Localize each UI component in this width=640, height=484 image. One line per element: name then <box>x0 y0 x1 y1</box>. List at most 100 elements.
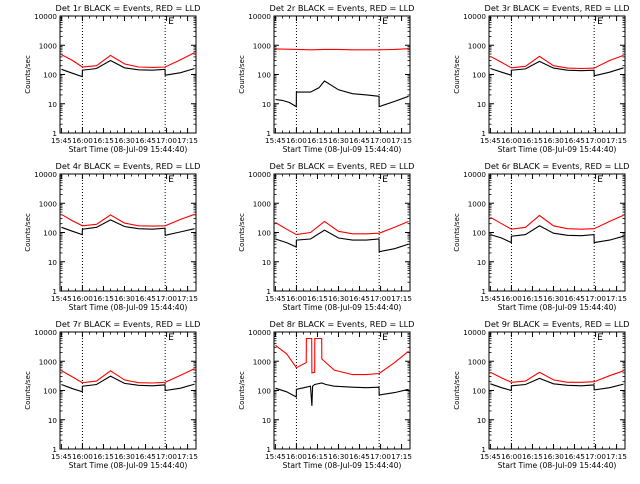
x-tick-label: 17:15 <box>391 136 412 145</box>
chart-panel: Det 5r BLACK = Events, RED = LLD 1 10 100 10… <box>238 161 414 312</box>
y-tick-label: 10 <box>48 100 58 109</box>
annotation-label: E <box>382 175 388 185</box>
chart-panel: Det 2r BLACK = Events, RED = LLD 1 10 100 10… <box>238 3 414 154</box>
events-series-line <box>490 225 624 244</box>
y-tick-label: 1000 <box>253 199 272 208</box>
y-tick-label: 10000 <box>34 328 57 337</box>
x-tick-label: 15:45 <box>51 452 72 461</box>
x-tick-label: 16:45 <box>135 452 156 461</box>
lld-series-line <box>61 368 195 384</box>
plot-frame <box>488 173 626 292</box>
y-tick-label: 10 <box>48 258 58 267</box>
x-tick-label: 16:45 <box>135 136 156 145</box>
y-tick-label: 1 <box>266 445 271 454</box>
x-tick-label: 16:15 <box>93 452 114 461</box>
x-tick-label: 17:00 <box>585 452 606 461</box>
x-tick-label: 16:45 <box>349 452 370 461</box>
x-tick-label: 17:15 <box>391 294 412 303</box>
y-tick-label: 1 <box>481 445 486 454</box>
y-tick-label: 1 <box>266 287 271 296</box>
y-tick-label: 10 <box>262 416 272 425</box>
y-tick-label: 10000 <box>463 328 486 337</box>
annotation-label: E <box>597 333 603 343</box>
x-tick-label: 16:30 <box>328 452 349 461</box>
y-tick-label: 1000 <box>468 41 487 50</box>
y-tick-label: 10 <box>477 100 487 109</box>
x-tick-label: 16:15 <box>307 452 328 461</box>
y-axis-label: Counts/sec <box>238 55 246 94</box>
chart-title: Det 7r BLACK = Events, RED = LLD <box>56 319 201 329</box>
x-tick-label: 16:45 <box>135 294 156 303</box>
chart-title: Det 9r BLACK = Events, RED = LLD <box>485 319 630 329</box>
x-tick-label: 16:00 <box>72 136 93 145</box>
y-tick-label: 1000 <box>253 357 272 366</box>
x-tick-label: 15:45 <box>480 294 501 303</box>
x-tick-label: 17:00 <box>370 452 391 461</box>
lld-series-line <box>490 214 624 230</box>
chart-panel: Det 1r BLACK = Events, RED = LLD 1 10 100 10… <box>24 3 200 154</box>
x-axis-label: Start Time (08-Jul-09 15:44:40) <box>498 461 617 470</box>
x-axis-label: Start Time (08-Jul-09 15:44:40) <box>283 303 402 312</box>
y-axis-label: Counts/sec <box>453 213 461 252</box>
x-tick-label: 17:00 <box>370 294 391 303</box>
lld-series-line <box>275 48 409 51</box>
y-tick-label: 10000 <box>34 12 57 21</box>
chart-title: Det 2r BLACK = Events, RED = LLD <box>270 3 415 13</box>
y-tick-label: 1 <box>52 445 57 454</box>
y-tick-label: 100 <box>43 387 57 396</box>
x-axis-label: Start Time (08-Jul-09 15:44:40) <box>283 145 402 154</box>
y-tick-label: 10 <box>262 100 272 109</box>
x-axis-label: Start Time (08-Jul-09 15:44:40) <box>283 461 402 470</box>
lld-series-line <box>490 54 624 70</box>
y-tick-label: 100 <box>257 229 271 238</box>
y-tick-label: 1000 <box>39 357 58 366</box>
y-tick-label: 10000 <box>248 12 271 21</box>
x-tick-label: 16:30 <box>543 452 564 461</box>
y-tick-label: 1000 <box>253 41 272 50</box>
chart-panel: Det 7r BLACK = Events, RED = LLD 1 10 100 10… <box>24 319 200 470</box>
lld-series-line <box>61 52 195 68</box>
plot-frame <box>273 331 411 450</box>
chart-title: Det 6r BLACK = Events, RED = LLD <box>485 161 630 171</box>
x-axis-label: Start Time (08-Jul-09 15:44:40) <box>69 145 188 154</box>
x-tick-label: 17:15 <box>177 452 198 461</box>
y-tick-label: 1 <box>266 129 271 138</box>
y-tick-label: 1000 <box>39 41 58 50</box>
x-tick-label: 17:00 <box>156 452 177 461</box>
x-tick-label: 16:45 <box>564 452 585 461</box>
annotation-label: E <box>597 175 603 185</box>
x-tick-label: 16:45 <box>349 136 370 145</box>
y-axis-label: Counts/sec <box>24 55 32 94</box>
x-tick-label: 17:15 <box>177 294 198 303</box>
y-tick-label: 100 <box>472 229 486 238</box>
events-series-line <box>61 59 195 78</box>
lld-series-line <box>490 370 624 383</box>
y-tick-label: 100 <box>257 387 271 396</box>
x-tick-label: 17:00 <box>370 136 391 145</box>
x-tick-label: 16:30 <box>114 294 135 303</box>
x-tick-label: 17:00 <box>156 136 177 145</box>
x-tick-label: 16:00 <box>286 294 307 303</box>
x-tick-label: 16:30 <box>328 294 349 303</box>
y-tick-label: 10000 <box>34 170 57 179</box>
y-tick-label: 1 <box>481 129 486 138</box>
x-tick-label: 16:15 <box>307 136 328 145</box>
x-tick-label: 16:00 <box>72 452 93 461</box>
x-tick-label: 16:30 <box>543 294 564 303</box>
x-tick-label: 16:00 <box>501 294 522 303</box>
chart-title: Det 3r BLACK = Events, RED = LLD <box>485 3 630 13</box>
y-tick-label: 100 <box>472 387 486 396</box>
annotation-label: E <box>168 17 174 27</box>
y-tick-label: 10000 <box>248 328 271 337</box>
events-series-line <box>61 375 195 393</box>
y-tick-label: 100 <box>43 229 57 238</box>
x-tick-label: 16:30 <box>543 136 564 145</box>
y-tick-label: 10000 <box>248 170 271 179</box>
x-tick-label: 17:15 <box>177 136 198 145</box>
chart-panel: Det 9r BLACK = Events, RED = LLD 1 10 100 10… <box>453 319 629 470</box>
lld-series-line <box>275 220 409 236</box>
x-tick-label: 15:45 <box>265 452 286 461</box>
y-tick-label: 10 <box>477 416 487 425</box>
chart-panel: Det 6r BLACK = Events, RED = LLD 1 10 100 10… <box>453 161 629 312</box>
y-tick-label: 10000 <box>463 12 486 21</box>
